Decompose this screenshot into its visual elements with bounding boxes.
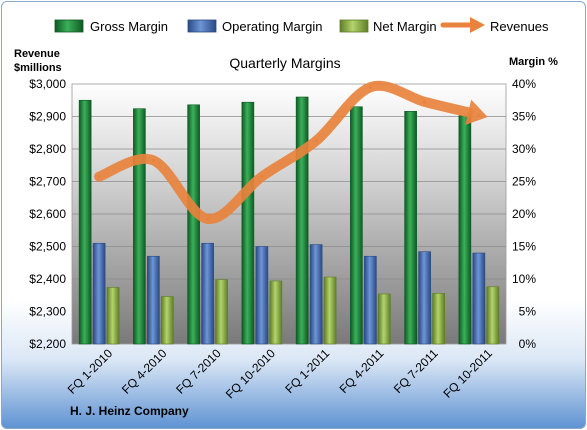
bar-net-margin: [486, 286, 500, 345]
bar-operating-margin: [472, 252, 486, 345]
bar-gross-margin: [404, 111, 417, 345]
legend: Gross Margin Operating Margin Net Margin…: [54, 17, 549, 34]
bar-net-margin: [106, 287, 120, 345]
bar-net-margin: [215, 279, 228, 345]
left-tick-label: $2,200: [29, 337, 66, 351]
left-tick-label: $2,500: [29, 240, 66, 254]
x-tick-label: FQ 4-2011: [337, 346, 387, 396]
right-tick-label: 15%: [512, 240, 536, 254]
revenue-point: [151, 158, 155, 162]
bar-net-margin: [161, 296, 174, 345]
bar-operating-margin: [255, 246, 269, 345]
revenue-line-group: [94, 80, 488, 224]
right-tick-label: 10%: [512, 272, 536, 286]
bar-gross-margin: [350, 106, 363, 345]
bar-net-margin: [378, 293, 391, 345]
legend-swatch-net-margin: [339, 19, 369, 33]
bar-operating-margin: [201, 242, 214, 345]
bar-gross-margin: [187, 104, 200, 345]
right-tick-label: 5%: [519, 305, 537, 319]
bar-operating-margin: [309, 244, 323, 345]
x-tick-label: FQ 1-2011: [282, 346, 332, 396]
left-axis-ticks: $2,200 $2,300 $2,400 $2,500 $2,600 $2,700 $2,8…: [29, 77, 66, 351]
x-tick-label: FQ 4-2010: [119, 346, 170, 397]
revenue-point: [423, 100, 427, 104]
revenue-point: [206, 217, 210, 221]
revenue-line: [94, 80, 474, 224]
revenue-point: [368, 85, 372, 89]
legend-arrowhead-revenues: [470, 17, 485, 33]
legend-swatch-operating-margin: [187, 19, 217, 33]
right-tick-label: 25%: [512, 175, 536, 189]
revenue-point: [314, 139, 318, 143]
x-axis-ticks: FQ 1-2010 FQ 4-2010 FQ 7-2010 FQ 10-2010 FQ …: [65, 346, 495, 401]
revenue-point: [477, 113, 481, 117]
bar-gross-margin: [133, 108, 146, 345]
bar-gross-margin: [241, 101, 255, 345]
right-tick-label: 40%: [512, 77, 536, 91]
revenue-arrowhead: [465, 99, 488, 125]
footer-company-name: H. J. Heinz Company: [70, 404, 189, 418]
bar-operating-margin: [418, 251, 431, 345]
x-tick-label: FQ 1-2010: [65, 346, 116, 397]
chart-title: Quarterly Margins: [229, 55, 340, 71]
x-tick-label: FQ 10-2011: [440, 346, 495, 401]
bar-net-margin: [432, 292, 445, 345]
legend-label-net-margin: Net Margin: [373, 19, 437, 34]
left-axis-title-line2: $millions: [14, 62, 62, 74]
bar-operating-margin: [364, 255, 377, 345]
right-tick-label: 0%: [519, 337, 537, 351]
right-tick-label: 20%: [512, 207, 536, 221]
bar-operating-margin: [147, 255, 160, 345]
left-tick-label: $2,400: [29, 272, 66, 286]
left-tick-label: $2,900: [29, 110, 66, 124]
right-axis-ticks: 0% 5% 10% 15% 20% 25% 30% 35% 40%: [512, 77, 536, 351]
bar-gross-margin: [458, 115, 472, 345]
x-tick-label: FQ 7-2010: [173, 346, 224, 397]
left-tick-label: $2,600: [29, 207, 66, 221]
legend-label-gross-margin: Gross Margin: [90, 19, 168, 34]
x-tick-label: FQ 7-2011: [391, 346, 441, 396]
bar-gross-margin: [78, 99, 92, 345]
revenue-point: [97, 175, 101, 179]
x-tick-label: FQ 10-2010: [223, 346, 278, 401]
right-tick-label: 30%: [512, 142, 536, 156]
legend-label-operating-margin: Operating Margin: [222, 19, 322, 34]
right-tick-label: 35%: [512, 110, 536, 124]
bar-net-margin: [323, 276, 337, 345]
bar-net-margin: [269, 280, 283, 345]
left-axis-title-line1: Revenue: [14, 48, 60, 60]
left-tick-label: $2,700: [29, 175, 66, 189]
legend-swatch-gross-margin: [54, 19, 84, 33]
bar-operating-margin: [92, 242, 106, 345]
legend-label-revenues: Revenues: [490, 19, 549, 34]
left-tick-label: $2,300: [29, 305, 66, 319]
revenue-point: [260, 175, 264, 179]
right-axis-title: Margin %: [509, 56, 558, 68]
bar-gross-margin: [295, 96, 309, 345]
left-tick-label: $3,000: [29, 77, 66, 91]
bars: [78, 96, 500, 345]
left-tick-label: $2,800: [29, 142, 66, 156]
